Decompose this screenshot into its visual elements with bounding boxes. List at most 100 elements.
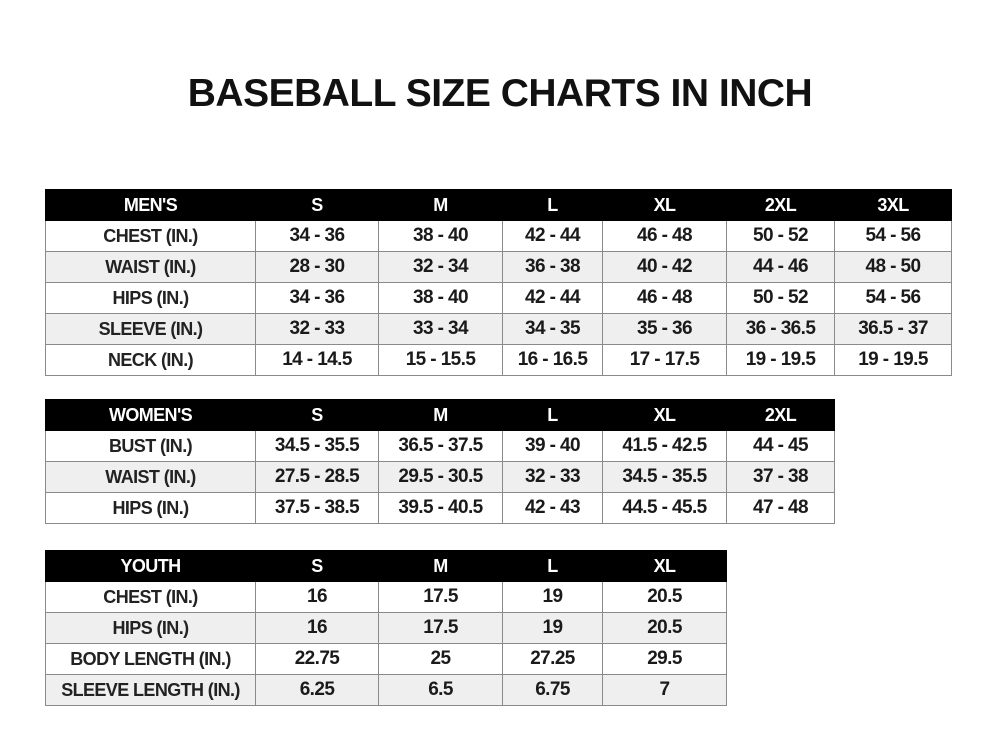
youth-size-table: YOUTH S M L XL CHEST (IN.) 16 17.5 19 20.5 HIPS (I… [45, 550, 727, 706]
size-value: 35 - 36 [602, 313, 727, 345]
size-value: 46 - 48 [602, 220, 727, 252]
measurement-label: WAIST (IN.) [45, 251, 256, 283]
size-value: 16 - 16.5 [502, 344, 603, 376]
size-header: S [255, 189, 379, 221]
size-value: 7 [602, 674, 727, 706]
category-header: WOMEN'S [45, 399, 256, 431]
size-header: M [378, 550, 503, 582]
table-row: NECK (IN.) 14 - 14.5 15 - 15.5 16 - 16.5 17 … [45, 344, 952, 376]
size-header: 2XL [726, 399, 835, 431]
size-value: 6.5 [378, 674, 503, 706]
size-value: 42 - 43 [502, 492, 603, 524]
table-row: CHEST (IN.) 34 - 36 38 - 40 42 - 44 46 - 48 5… [45, 220, 952, 252]
size-value: 37.5 - 38.5 [255, 492, 379, 524]
womens-size-table: WOMEN'S S M L XL 2XL BUST (IN.) 34.5 - 35.5 36.5… [45, 399, 835, 524]
size-value: 41.5 - 42.5 [602, 430, 727, 462]
size-value: 36 - 38 [502, 251, 603, 283]
table-row: WAIST (IN.) 27.5 - 28.5 29.5 - 30.5 32 - 33… [45, 461, 835, 493]
size-value: 34.5 - 35.5 [602, 461, 727, 493]
size-value: 44 - 45 [726, 430, 835, 462]
size-value: 25 [378, 643, 503, 675]
size-value: 27.25 [502, 643, 603, 675]
size-value: 32 - 34 [378, 251, 503, 283]
size-value: 34 - 35 [502, 313, 603, 345]
size-value: 17 - 17.5 [602, 344, 727, 376]
size-value: 50 - 52 [726, 220, 835, 252]
size-value: 19 - 19.5 [834, 344, 952, 376]
size-value: 38 - 40 [378, 220, 503, 252]
table-row: BODY LENGTH (IN.) 22.75 25 27.25 29.5 [45, 643, 727, 675]
size-value: 28 - 30 [255, 251, 379, 283]
table-row: WAIST (IN.) 28 - 30 32 - 34 36 - 38 40 - 42 4… [45, 251, 952, 283]
size-value: 20.5 [602, 612, 727, 644]
size-value: 40 - 42 [602, 251, 727, 283]
measurement-label: NECK (IN.) [45, 344, 256, 376]
size-value: 37 - 38 [726, 461, 835, 493]
size-value: 27.5 - 28.5 [255, 461, 379, 493]
page-title: BASEBALL SIZE CHARTS IN INCH [187, 72, 813, 115]
size-value: 42 - 44 [502, 220, 603, 252]
header-row: MEN'S S M L XL 2XL 3XL [45, 189, 952, 221]
size-header: L [502, 550, 603, 582]
size-value: 6.25 [255, 674, 379, 706]
measurement-label: HIPS (IN.) [45, 612, 256, 644]
category-header: YOUTH [45, 550, 256, 582]
size-value: 29.5 - 30.5 [378, 461, 503, 493]
size-value: 39 - 40 [502, 430, 603, 462]
size-header: 3XL [834, 189, 952, 221]
header-row: WOMEN'S S M L XL 2XL [45, 399, 835, 431]
measurement-label: CHEST (IN.) [45, 581, 256, 613]
size-header: M [378, 399, 503, 431]
size-value: 17.5 [378, 581, 503, 613]
size-value: 20.5 [602, 581, 727, 613]
table-row: BUST (IN.) 34.5 - 35.5 36.5 - 37.5 39 - 40 4… [45, 430, 835, 462]
size-value: 15 - 15.5 [378, 344, 503, 376]
table-row: SLEEVE LENGTH (IN.) 6.25 6.5 6.75 7 [45, 674, 727, 706]
size-header: S [255, 399, 379, 431]
size-value: 16 [255, 581, 379, 613]
measurement-label: WAIST (IN.) [45, 461, 256, 493]
size-value: 19 [502, 581, 603, 613]
size-value: 19 [502, 612, 603, 644]
measurement-label: HIPS (IN.) [45, 282, 256, 314]
size-value: 50 - 52 [726, 282, 835, 314]
size-header: 2XL [726, 189, 835, 221]
size-value: 33 - 34 [378, 313, 503, 345]
size-value: 17.5 [378, 612, 503, 644]
table-row: SLEEVE (IN.) 32 - 33 33 - 34 34 - 35 35 - 36… [45, 313, 952, 345]
size-value: 36 - 36.5 [726, 313, 835, 345]
measurement-label: CHEST (IN.) [45, 220, 256, 252]
size-value: 16 [255, 612, 379, 644]
size-value: 54 - 56 [834, 282, 952, 314]
size-value: 22.75 [255, 643, 379, 675]
category-header: MEN'S [45, 189, 256, 221]
size-value: 34 - 36 [255, 282, 379, 314]
measurement-label: HIPS (IN.) [45, 492, 256, 524]
size-value: 32 - 33 [255, 313, 379, 345]
size-value: 36.5 - 37.5 [378, 430, 503, 462]
table-row: HIPS (IN.) 37.5 - 38.5 39.5 - 40.5 42 - 43 4… [45, 492, 835, 524]
size-header: XL [602, 550, 727, 582]
size-value: 44 - 46 [726, 251, 835, 283]
size-header: XL [602, 399, 727, 431]
size-value: 29.5 [602, 643, 727, 675]
size-value: 36.5 - 37 [834, 313, 952, 345]
size-value: 14 - 14.5 [255, 344, 379, 376]
size-value: 38 - 40 [378, 282, 503, 314]
size-value: 47 - 48 [726, 492, 835, 524]
table-row: HIPS (IN.) 16 17.5 19 20.5 [45, 612, 727, 644]
size-value: 48 - 50 [834, 251, 952, 283]
size-value: 34 - 36 [255, 220, 379, 252]
size-header: S [255, 550, 379, 582]
size-value: 39.5 - 40.5 [378, 492, 503, 524]
size-header: XL [602, 189, 727, 221]
measurement-label: BUST (IN.) [45, 430, 256, 462]
size-value: 54 - 56 [834, 220, 952, 252]
size-value: 42 - 44 [502, 282, 603, 314]
size-header: L [502, 399, 603, 431]
mens-size-table: MEN'S S M L XL 2XL 3XL CHEST (IN.) 34 - 36 38 - 4… [45, 189, 952, 376]
measurement-label: SLEEVE LENGTH (IN.) [45, 674, 256, 706]
measurement-label: BODY LENGTH (IN.) [45, 643, 256, 675]
size-value: 6.75 [502, 674, 603, 706]
size-header: M [378, 189, 503, 221]
